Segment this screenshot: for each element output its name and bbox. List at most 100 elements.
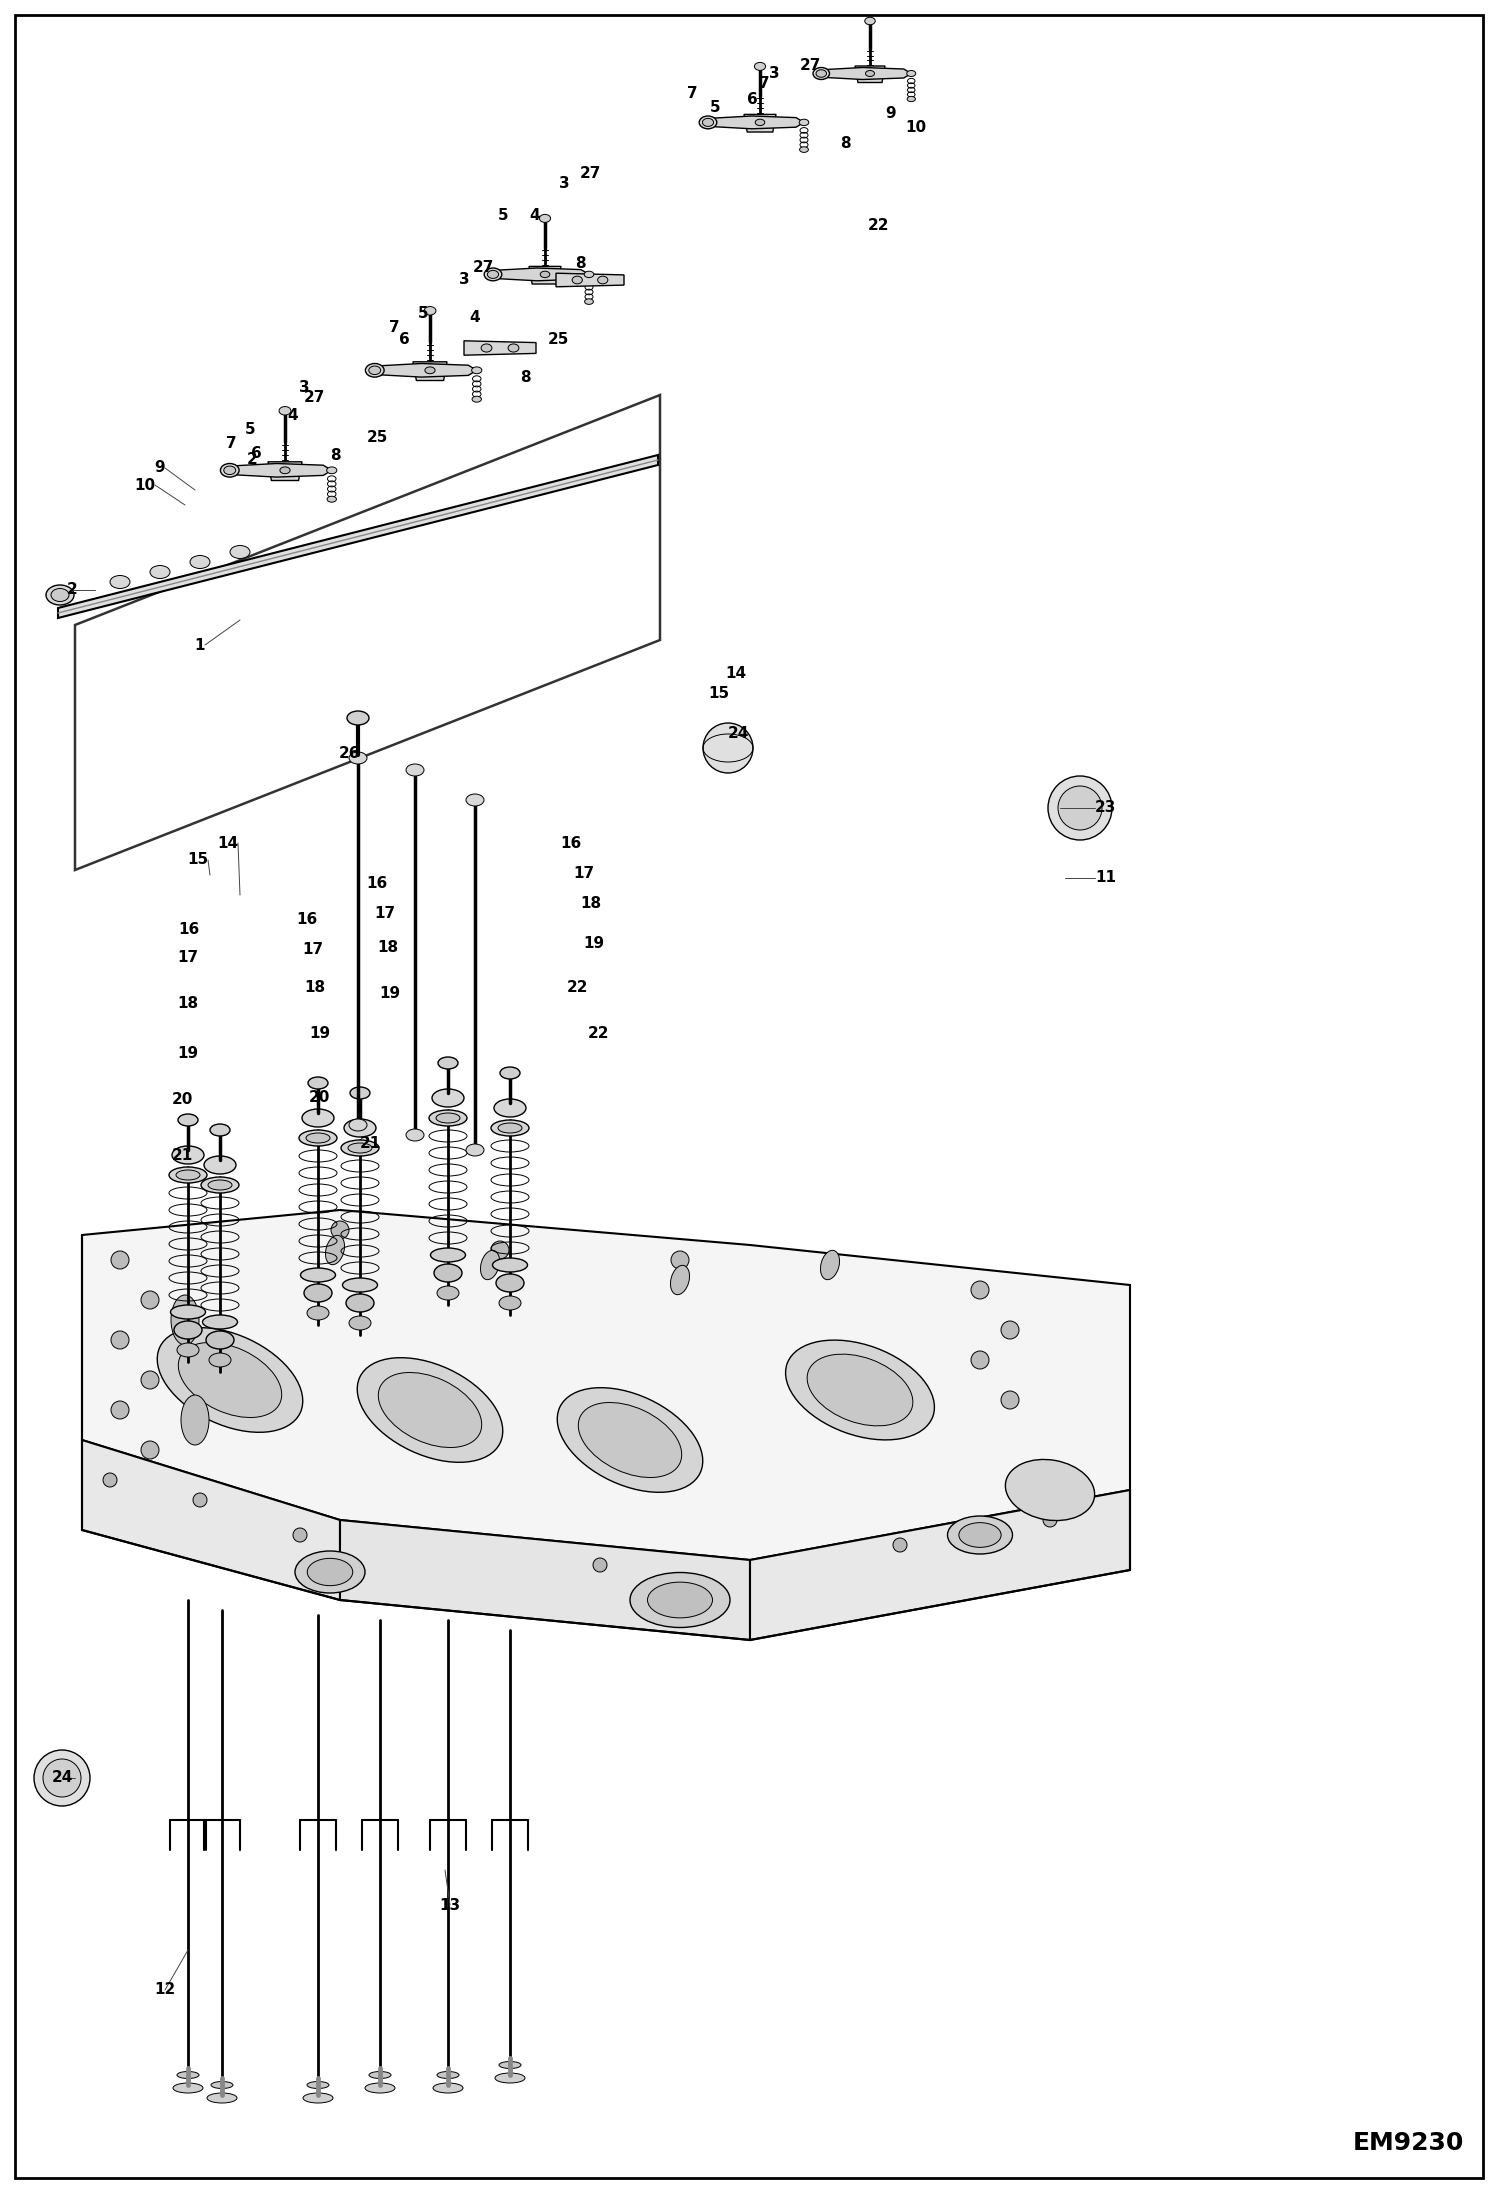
Ellipse shape bbox=[202, 1316, 238, 1329]
Text: 19: 19 bbox=[177, 1046, 198, 1061]
Polygon shape bbox=[855, 66, 885, 83]
Ellipse shape bbox=[177, 1342, 199, 1357]
Ellipse shape bbox=[906, 70, 915, 77]
Text: 19: 19 bbox=[309, 1026, 330, 1039]
Ellipse shape bbox=[864, 18, 875, 24]
Ellipse shape bbox=[349, 752, 367, 763]
Ellipse shape bbox=[908, 96, 915, 101]
Ellipse shape bbox=[703, 724, 753, 772]
Ellipse shape bbox=[141, 1441, 159, 1458]
Text: 3: 3 bbox=[460, 272, 470, 287]
Ellipse shape bbox=[211, 2081, 234, 2088]
Ellipse shape bbox=[223, 467, 235, 474]
Ellipse shape bbox=[425, 366, 434, 373]
Ellipse shape bbox=[494, 2072, 524, 2083]
Text: 3: 3 bbox=[559, 175, 571, 191]
Text: 6: 6 bbox=[400, 333, 410, 346]
Polygon shape bbox=[529, 265, 560, 285]
Polygon shape bbox=[340, 1520, 750, 1640]
Text: 27: 27 bbox=[580, 164, 601, 180]
Ellipse shape bbox=[631, 1572, 730, 1627]
Ellipse shape bbox=[348, 1143, 372, 1154]
Ellipse shape bbox=[755, 118, 765, 125]
Ellipse shape bbox=[150, 566, 169, 579]
Ellipse shape bbox=[34, 1750, 90, 1807]
Text: 10: 10 bbox=[133, 478, 154, 493]
Ellipse shape bbox=[484, 268, 502, 281]
Ellipse shape bbox=[366, 364, 383, 377]
Ellipse shape bbox=[190, 555, 210, 568]
Text: 3: 3 bbox=[770, 66, 780, 81]
Polygon shape bbox=[493, 268, 589, 281]
Text: 8: 8 bbox=[575, 257, 586, 270]
Polygon shape bbox=[413, 362, 446, 382]
Text: 7: 7 bbox=[226, 436, 237, 450]
Ellipse shape bbox=[539, 215, 551, 221]
Ellipse shape bbox=[1001, 1390, 1019, 1408]
Text: 5: 5 bbox=[244, 423, 255, 436]
Text: 18: 18 bbox=[304, 980, 325, 996]
Text: 21: 21 bbox=[172, 1147, 193, 1162]
Text: 9: 9 bbox=[885, 105, 896, 121]
Text: 5: 5 bbox=[497, 208, 508, 221]
Ellipse shape bbox=[348, 711, 369, 726]
Ellipse shape bbox=[349, 1118, 367, 1132]
Ellipse shape bbox=[866, 70, 875, 77]
Text: 17: 17 bbox=[177, 950, 198, 965]
Text: 17: 17 bbox=[574, 866, 595, 882]
Ellipse shape bbox=[51, 588, 69, 601]
Ellipse shape bbox=[280, 467, 291, 474]
Ellipse shape bbox=[304, 1283, 333, 1303]
Ellipse shape bbox=[500, 1068, 520, 1079]
Ellipse shape bbox=[349, 1316, 372, 1329]
Ellipse shape bbox=[813, 68, 830, 79]
Ellipse shape bbox=[157, 1327, 303, 1432]
Ellipse shape bbox=[207, 2092, 237, 2103]
Ellipse shape bbox=[307, 1559, 352, 1586]
Ellipse shape bbox=[466, 1145, 484, 1156]
Ellipse shape bbox=[959, 1522, 1001, 1548]
Ellipse shape bbox=[406, 763, 424, 776]
Ellipse shape bbox=[430, 1248, 466, 1261]
Ellipse shape bbox=[406, 1129, 424, 1140]
Ellipse shape bbox=[325, 1235, 345, 1265]
Ellipse shape bbox=[357, 1357, 503, 1463]
Text: 5: 5 bbox=[418, 305, 428, 320]
Text: 11: 11 bbox=[1095, 871, 1116, 886]
Ellipse shape bbox=[231, 546, 250, 559]
Polygon shape bbox=[229, 463, 331, 478]
Text: 23: 23 bbox=[1095, 800, 1116, 816]
Text: 16: 16 bbox=[297, 912, 318, 928]
Text: 22: 22 bbox=[867, 217, 890, 232]
Polygon shape bbox=[374, 364, 476, 377]
Ellipse shape bbox=[193, 1493, 207, 1507]
Ellipse shape bbox=[309, 1077, 328, 1090]
Ellipse shape bbox=[369, 366, 380, 375]
Text: 13: 13 bbox=[439, 1897, 460, 1912]
Ellipse shape bbox=[1049, 776, 1112, 840]
Text: 8: 8 bbox=[840, 136, 851, 151]
Ellipse shape bbox=[497, 1123, 521, 1134]
Ellipse shape bbox=[703, 118, 713, 127]
Ellipse shape bbox=[220, 463, 240, 478]
Ellipse shape bbox=[572, 276, 583, 283]
Ellipse shape bbox=[584, 272, 593, 279]
Ellipse shape bbox=[821, 1250, 839, 1281]
Text: 19: 19 bbox=[379, 985, 400, 1000]
Ellipse shape bbox=[428, 1110, 467, 1125]
Ellipse shape bbox=[437, 2072, 458, 2079]
Ellipse shape bbox=[785, 1340, 935, 1441]
Ellipse shape bbox=[671, 1250, 689, 1270]
Ellipse shape bbox=[141, 1292, 159, 1309]
Ellipse shape bbox=[172, 1147, 204, 1164]
Ellipse shape bbox=[671, 1265, 689, 1294]
Ellipse shape bbox=[598, 276, 608, 283]
Ellipse shape bbox=[755, 61, 765, 70]
Ellipse shape bbox=[481, 344, 491, 353]
Text: 8: 8 bbox=[330, 447, 340, 463]
Text: 7: 7 bbox=[759, 75, 770, 90]
Ellipse shape bbox=[971, 1281, 989, 1298]
Ellipse shape bbox=[306, 1134, 330, 1143]
Ellipse shape bbox=[204, 1156, 237, 1173]
Text: 20: 20 bbox=[172, 1092, 193, 1107]
